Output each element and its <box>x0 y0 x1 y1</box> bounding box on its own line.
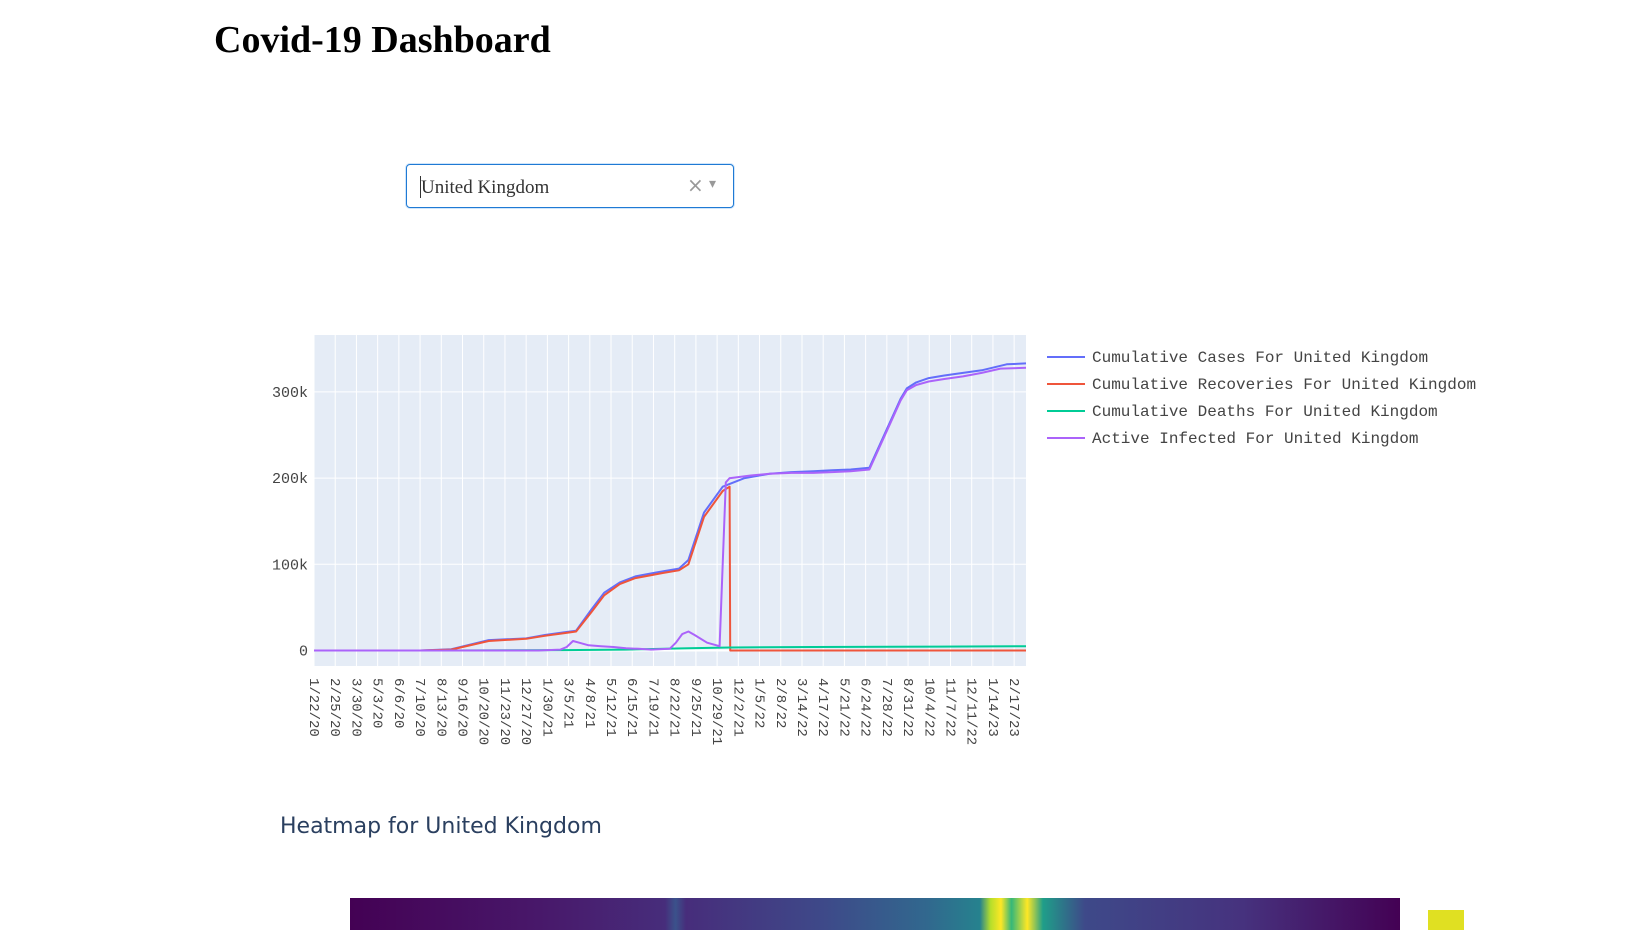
line-chart: 0 100k 200k 300k 1/22/20 2/25/20 3/30/20 5/3/2… <box>272 335 1476 745</box>
x-tick-label: 2/8/22 <box>772 678 788 728</box>
x-tick-label: 1/22/20 <box>305 678 321 737</box>
x-tick-label: 5/21/22 <box>835 678 851 737</box>
page-title: Covid-19 Dashboard <box>214 19 551 61</box>
x-tick-label: 3/14/22 <box>793 678 809 737</box>
clear-icon[interactable]: × <box>687 173 704 197</box>
y-tick-label: 200k <box>272 471 308 488</box>
heatmap-colorbar <box>1428 910 1464 930</box>
x-gridlines <box>313 335 1015 666</box>
country-dropdown-value: United Kingdom <box>421 177 550 198</box>
x-tick-label: 4/17/22 <box>814 678 830 737</box>
x-axis-ticks: 1/22/20 2/25/20 3/30/20 5/3/20 6/6/20 7/10/20… <box>305 678 1021 745</box>
x-tick-label: 11/7/22 <box>941 678 957 737</box>
legend-label: Cumulative Deaths For United Kingdom <box>1092 403 1438 421</box>
x-tick-label: 6/6/20 <box>390 678 406 728</box>
x-tick-label: 8/31/22 <box>899 678 915 737</box>
x-tick-label: 5/3/20 <box>369 678 385 728</box>
x-tick-label: 12/27/20 <box>517 678 533 745</box>
x-tick-label: 4/8/21 <box>581 678 597 728</box>
heatmap-title: Heatmap for United Kingdom <box>280 814 602 839</box>
x-tick-label: 7/10/20 <box>411 678 427 737</box>
country-dropdown[interactable]: United Kingdom × ▾ <box>406 164 734 208</box>
y-tick-label: 100k <box>272 557 308 574</box>
y-tick-label: 300k <box>272 385 308 402</box>
heatmap-strip <box>350 898 1400 930</box>
x-tick-label: 8/13/20 <box>432 678 448 737</box>
series-line <box>314 485 1026 652</box>
x-tick-label: 2/25/20 <box>326 678 342 737</box>
x-tick-label: 2/17/23 <box>1005 678 1021 737</box>
series-line <box>314 366 1027 652</box>
legend-label: Cumulative Cases For United Kingdom <box>1092 349 1428 367</box>
series-lines <box>314 362 1027 652</box>
x-tick-label: 6/24/22 <box>857 678 873 737</box>
legend-label: Active Infected For United Kingdom <box>1092 430 1418 448</box>
x-tick-label: 11/23/20 <box>496 678 512 745</box>
text-cursor <box>420 176 421 198</box>
x-tick-label: 8/22/21 <box>666 678 682 737</box>
x-tick-label: 9/25/21 <box>687 678 703 737</box>
x-tick-label: 12/2/21 <box>729 678 745 737</box>
x-tick-label: 12/11/22 <box>963 678 979 745</box>
heatmap <box>350 898 1400 930</box>
x-tick-label: 3/30/20 <box>347 678 363 737</box>
chevron-down-icon[interactable]: ▾ <box>709 176 717 192</box>
x-tick-label: 9/16/20 <box>454 678 470 737</box>
y-tick-label: 0 <box>299 643 308 660</box>
x-tick-label: 5/12/21 <box>602 678 618 737</box>
x-tick-label: 6/15/21 <box>623 678 639 737</box>
x-tick-label: 3/5/21 <box>560 678 576 728</box>
x-tick-label: 1/5/22 <box>751 678 767 728</box>
x-tick-label: 1/30/21 <box>538 678 554 737</box>
x-tick-label: 10/29/21 <box>708 678 724 745</box>
y-axis-ticks: 0 100k 200k 300k <box>272 385 308 661</box>
x-tick-label: 10/20/20 <box>475 678 491 745</box>
x-tick-label: 10/4/22 <box>920 678 936 737</box>
legend: Cumulative Cases For United Kingdom Cumul… <box>1047 349 1476 448</box>
x-tick-label: 7/19/21 <box>644 678 660 737</box>
legend-label: Cumulative Recoveries For United Kingdom <box>1092 376 1476 394</box>
x-tick-label: 1/14/23 <box>984 678 1000 737</box>
x-tick-label: 7/28/22 <box>878 678 894 737</box>
